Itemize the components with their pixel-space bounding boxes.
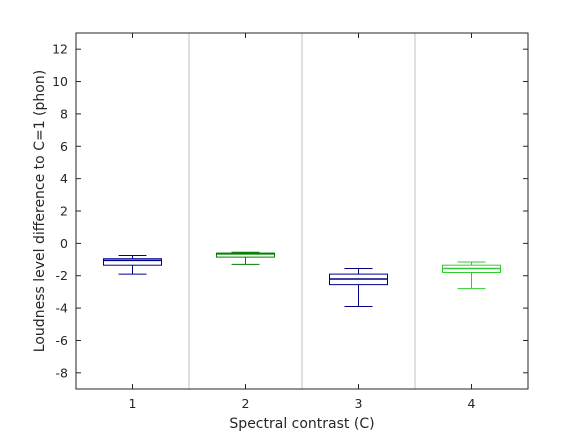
y-tick-label: 0: [60, 236, 68, 251]
x-tick-label: 1: [129, 396, 137, 411]
y-tick-label: 8: [60, 106, 68, 121]
box-group-1: [103, 255, 162, 275]
y-tick-label: 12: [52, 42, 68, 57]
plot-frame: [75, 32, 529, 390]
y-tick-label: 2: [60, 204, 68, 219]
box-iqr: [103, 258, 162, 266]
y-tick-label: -6: [56, 333, 69, 348]
y-tick-label: 4: [60, 171, 68, 186]
box-group-2: [216, 251, 275, 265]
box-iqr: [216, 252, 275, 258]
x-axis-label: Spectral contrast (C): [229, 416, 374, 432]
y-axis-label: Loudness level difference to C=1 (phon): [32, 70, 48, 352]
box-group-3: [329, 267, 388, 307]
x-tick-label: 3: [355, 396, 363, 411]
y-tick-label: -2: [56, 268, 68, 283]
box-group-4: [442, 261, 501, 290]
y-tick-label: 6: [60, 139, 68, 154]
x-tick-label: 4: [468, 396, 476, 411]
y-tick-label: 10: [52, 74, 68, 89]
y-tick-label: -4: [56, 301, 69, 316]
x-tick-label: 2: [242, 396, 250, 411]
y-tick-label: -8: [56, 365, 69, 380]
